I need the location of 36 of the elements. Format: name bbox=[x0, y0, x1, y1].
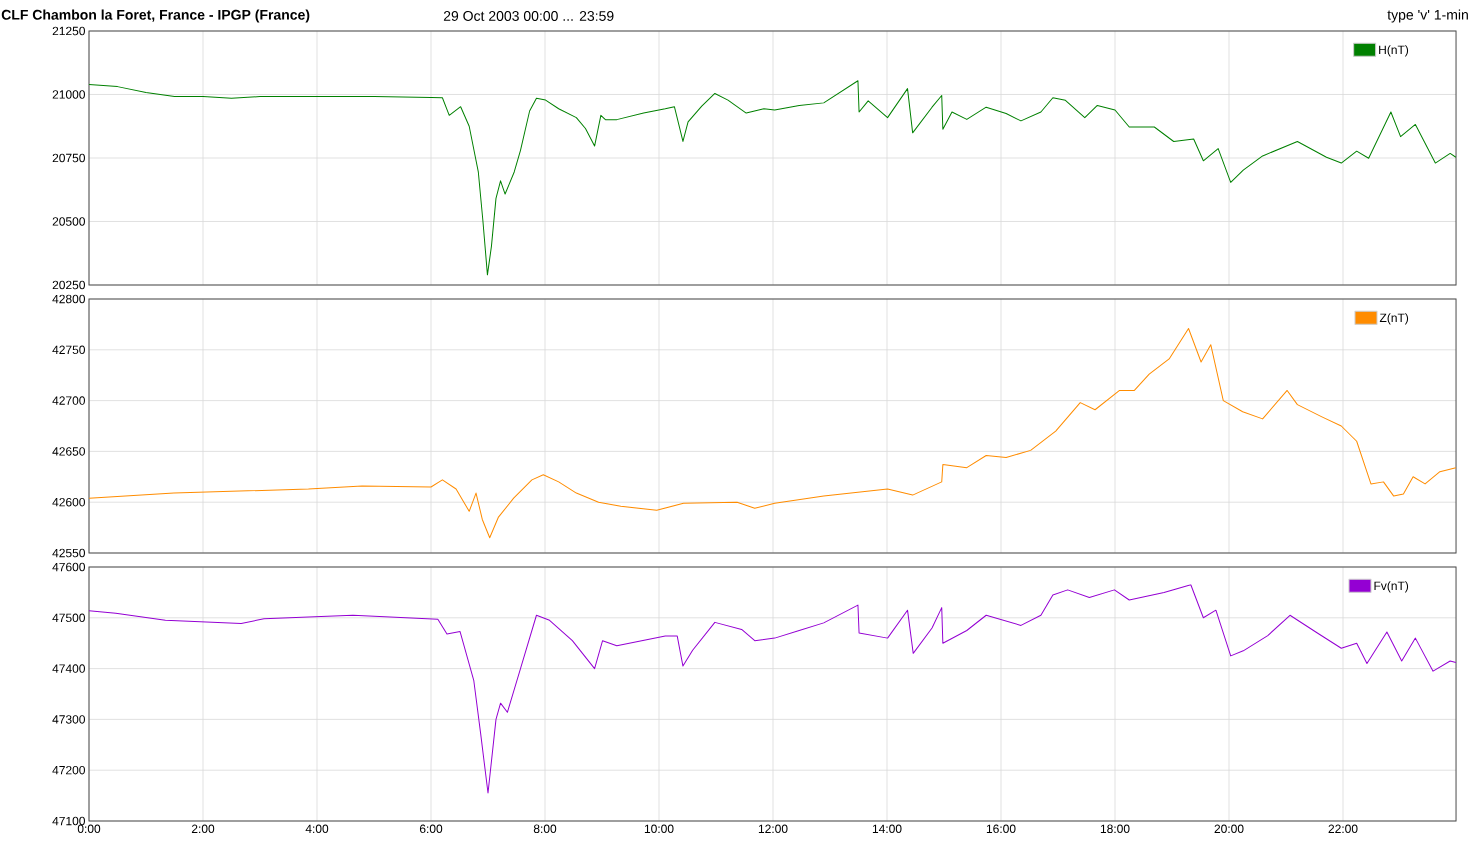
x-tick-label: 20:00 bbox=[1214, 824, 1244, 834]
x-tick-label: 22:00 bbox=[1328, 824, 1358, 834]
y-tick-label: 21000 bbox=[52, 90, 85, 99]
chart-title: CLF Chambon la Foret, France - IPGP (France) bbox=[1, 9, 310, 23]
x-tick-label: 14:00 bbox=[872, 824, 902, 834]
x-tick-label: 8:00 bbox=[533, 824, 557, 834]
x-tick-label: 12:00 bbox=[758, 824, 788, 834]
x-tick-label: 10:00 bbox=[644, 824, 674, 834]
y-tick-label: 47400 bbox=[52, 664, 85, 673]
y-tick-label: 42700 bbox=[52, 396, 85, 405]
y-tick-label: 47300 bbox=[52, 715, 85, 724]
y-tick-label: 42600 bbox=[52, 497, 85, 507]
y-tick-label: 20750 bbox=[52, 153, 85, 163]
x-tick-label: 18:00 bbox=[1100, 824, 1130, 834]
y-tick-label: 47500 bbox=[52, 613, 85, 623]
x-tick-label: 16:00 bbox=[986, 824, 1016, 834]
y-tick-label: 21250 bbox=[52, 26, 85, 36]
legend-label: Fv(nT) bbox=[1374, 581, 1409, 593]
y-tick-label: 20250 bbox=[52, 280, 85, 290]
x-tick-label: 4:00 bbox=[305, 824, 329, 834]
line-series bbox=[89, 327, 1457, 539]
x-tick-label: 0:00 bbox=[77, 824, 101, 834]
y-tick-label: 47600 bbox=[52, 562, 85, 572]
x-tick-label: 2:00 bbox=[191, 824, 215, 834]
y-tick-label: 42650 bbox=[52, 447, 85, 456]
y-tick-label: 47100 bbox=[52, 816, 85, 826]
legend-label: H(nT) bbox=[1379, 45, 1409, 57]
y-tick-label: 47200 bbox=[52, 765, 85, 775]
y-tick-label: 42550 bbox=[52, 548, 85, 558]
y-tick-label: 42750 bbox=[52, 345, 85, 355]
legend-label: Z(nT) bbox=[1379, 313, 1409, 325]
y-tick-label: 42800 bbox=[52, 294, 85, 304]
chart-subtitle: 29 Oct 2003 00:00 ... 23:59 bbox=[443, 11, 614, 21]
y-tick-label: 20500 bbox=[52, 217, 85, 226]
x-tick-label: 6:00 bbox=[419, 824, 443, 834]
text: type 'v' 1-min bbox=[1387, 9, 1468, 23]
